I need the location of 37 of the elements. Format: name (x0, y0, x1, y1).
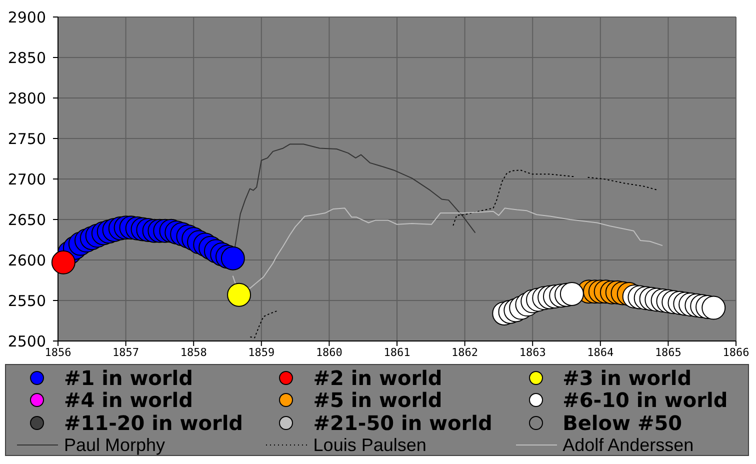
legend-label: #6-10 in world (562, 388, 728, 412)
x-tick-label: 1865 (654, 346, 682, 359)
x-tick-label: 1859 (248, 346, 275, 359)
legend-label: Below #50 (562, 410, 682, 435)
y-tick-label: 2850 (8, 48, 46, 67)
legend-label: #21-50 in world (313, 410, 492, 435)
y-tick-label: 2900 (8, 8, 46, 26)
y-tick-label: 2600 (8, 251, 46, 270)
line-series (232, 208, 663, 289)
legend-label: #1 in world (64, 366, 193, 390)
legend-label: #4 in world (64, 388, 193, 412)
x-tick-label: 1860 (316, 346, 342, 359)
y-tick-label: 2700 (8, 170, 46, 188)
y-tick-label: 2500 (8, 332, 46, 350)
legend-label: #11-20 in world (64, 410, 243, 435)
x-tick-label: 1858 (180, 346, 207, 359)
legend-label: Paul Morphy (64, 434, 166, 456)
x-tick-label: 1864 (587, 346, 614, 359)
y-tick-label: 2800 (8, 89, 46, 108)
x-tick-label: 1861 (384, 346, 410, 359)
point (227, 282, 252, 307)
legend-label: #5 in world (313, 388, 442, 412)
point (702, 296, 726, 320)
point (560, 282, 584, 306)
y-tick-label: 2550 (8, 292, 46, 310)
x-tick-label: 1863 (519, 346, 546, 359)
x-tick-label: 1866 (722, 346, 750, 359)
legend-label: #3 in world (562, 366, 692, 390)
legend-label: #2 in world (313, 366, 442, 390)
point (220, 246, 245, 270)
y-tick-label: 2750 (8, 130, 46, 148)
legend-label: Adolf Anderssen (562, 434, 694, 456)
x-tick-label: 1856 (44, 346, 72, 359)
legend-label: Louis Paulsen (313, 434, 426, 456)
y-tick-label: 2650 (8, 210, 46, 229)
x-tick-label: 1857 (112, 346, 140, 359)
x-tick-label: 1862 (452, 346, 478, 359)
